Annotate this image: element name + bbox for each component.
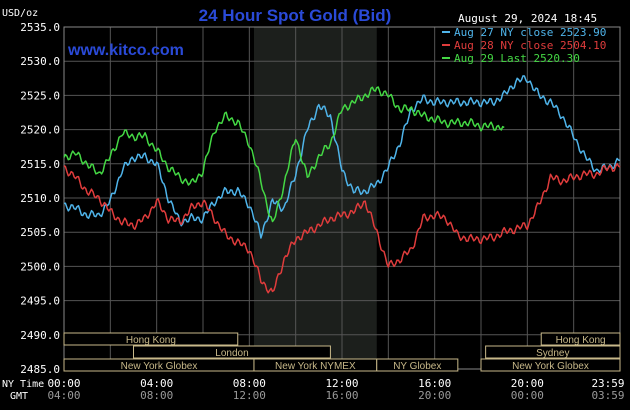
- chart-datetime: August 29, 2024 18:45: [458, 12, 597, 25]
- series-line: [63, 75, 621, 239]
- series-line: [63, 162, 621, 294]
- legend-entry: Aug 29 Last 2520.30: [454, 52, 580, 65]
- y-tick-label: 2495.0: [20, 295, 60, 308]
- legend-entry: Aug 28 NY close 2504.10: [454, 39, 606, 52]
- session-bar: [540, 332, 621, 346]
- x-tick-label: 12:00: [325, 377, 358, 390]
- y-axis-label: USD/oz: [2, 8, 38, 19]
- session-bar: [133, 345, 331, 359]
- x-tick-label-gmt: 12:00: [233, 389, 266, 402]
- x-tick-label: 04:00: [140, 377, 173, 390]
- x-tick-label: 16:00: [418, 377, 451, 390]
- x-axis-label: NY Time: [2, 379, 44, 390]
- legend-entry: Aug 27 NY close 2523.90: [454, 26, 606, 39]
- session-label: London: [215, 348, 248, 359]
- x-axis-ticks: 00:0004:0004:0008:0008:0012:0012:0016:00…: [47, 377, 624, 402]
- y-tick-label: 2515.0: [20, 158, 60, 171]
- series-lines: [63, 75, 621, 294]
- x-tick-label: 23:59: [591, 377, 624, 390]
- x-tick-label-gmt: 00:00: [511, 389, 544, 402]
- y-tick-label: 2520.0: [20, 124, 60, 137]
- trading-sessions: Hong Kong Hong Kong London Sydney New York G…: [63, 332, 621, 372]
- chart-title: 24 Hour Spot Gold (Bid): [199, 6, 392, 25]
- x-tick-label-gmt: 04:00: [47, 389, 80, 402]
- y-tick-label: 2490.0: [20, 329, 60, 342]
- x-tick-label-gmt: 16:00: [325, 389, 358, 402]
- session-label: Sydney: [536, 348, 569, 359]
- x-tick-label-gmt: 03:59: [591, 389, 624, 402]
- grid: [64, 26, 620, 370]
- session-label: Hong Kong: [556, 335, 606, 346]
- watermark: www.kitco.com: [67, 42, 184, 59]
- x-tick-label: 00:00: [47, 377, 80, 390]
- x-tick-label: 20:00: [511, 377, 544, 390]
- series-line: [63, 86, 505, 223]
- y-tick-label: 2485.0: [20, 363, 60, 376]
- session-label: NY Globex: [393, 361, 441, 372]
- session-bar: [485, 345, 621, 359]
- x-tick-label-gmt: 08:00: [140, 389, 173, 402]
- session-label: New York Globex: [121, 361, 198, 372]
- session-label: Hong Kong: [126, 335, 176, 346]
- y-tick-label: 2525.0: [20, 89, 60, 102]
- y-tick-label: 2510.0: [20, 192, 60, 205]
- y-tick-label: 2505.0: [20, 226, 60, 239]
- session-label: New York Globex: [512, 361, 589, 372]
- y-tick-label: 2530.0: [20, 55, 60, 68]
- session-bar: [480, 358, 621, 372]
- y-tick-label: 2500.0: [20, 260, 60, 273]
- session-bar: [376, 358, 459, 372]
- x-tick-label-gmt: 20:00: [418, 389, 451, 402]
- x-axis-label-gmt: GMT: [10, 391, 28, 402]
- y-axis-ticks: 2535.0 2530.0 2525.0 2520.0 2515.0 2510.0 2505…: [20, 21, 60, 376]
- session-bar: [63, 332, 239, 346]
- y-tick-label: 2535.0: [20, 21, 60, 34]
- session-label: New York NYMEX: [275, 361, 356, 372]
- x-tick-label: 08:00: [233, 377, 266, 390]
